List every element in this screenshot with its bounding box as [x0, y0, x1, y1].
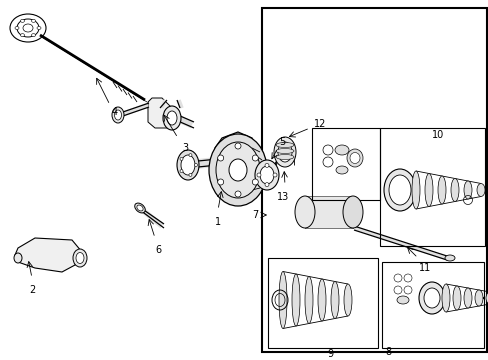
Polygon shape	[213, 132, 260, 200]
Bar	[267, 258, 377, 348]
Ellipse shape	[273, 137, 295, 167]
Ellipse shape	[330, 282, 338, 319]
Ellipse shape	[73, 249, 87, 267]
Ellipse shape	[424, 174, 432, 207]
Ellipse shape	[485, 292, 488, 304]
Ellipse shape	[418, 282, 444, 314]
Text: 3: 3	[182, 143, 188, 153]
Ellipse shape	[305, 276, 312, 324]
Ellipse shape	[177, 150, 199, 180]
Ellipse shape	[334, 145, 348, 155]
Ellipse shape	[346, 149, 362, 167]
Ellipse shape	[252, 179, 258, 185]
Ellipse shape	[135, 203, 145, 213]
Ellipse shape	[294, 196, 314, 228]
Bar	[262, 8, 486, 352]
Ellipse shape	[452, 286, 460, 310]
Ellipse shape	[180, 170, 183, 172]
Ellipse shape	[450, 179, 458, 202]
Ellipse shape	[275, 148, 293, 153]
Ellipse shape	[254, 160, 279, 190]
Ellipse shape	[114, 110, 121, 120]
Ellipse shape	[235, 191, 241, 197]
Ellipse shape	[441, 284, 449, 312]
Ellipse shape	[17, 19, 39, 37]
Ellipse shape	[476, 184, 484, 197]
Ellipse shape	[423, 288, 439, 308]
Ellipse shape	[31, 33, 36, 37]
Text: 10: 10	[431, 130, 443, 140]
Ellipse shape	[14, 253, 22, 263]
Ellipse shape	[275, 154, 293, 159]
Text: 2: 2	[29, 285, 35, 295]
Ellipse shape	[291, 274, 299, 326]
Text: 11: 11	[418, 263, 430, 273]
Ellipse shape	[343, 284, 351, 316]
Ellipse shape	[437, 176, 445, 204]
Ellipse shape	[411, 171, 419, 209]
Ellipse shape	[216, 142, 260, 198]
Text: 8: 8	[384, 347, 390, 357]
Ellipse shape	[349, 153, 359, 163]
Ellipse shape	[112, 107, 124, 123]
Ellipse shape	[76, 252, 84, 264]
Polygon shape	[148, 98, 175, 128]
Ellipse shape	[444, 255, 454, 261]
Bar	[381, 262, 483, 348]
Text: 4: 4	[112, 107, 118, 117]
Ellipse shape	[335, 166, 347, 174]
Bar	[305, 196, 352, 228]
Ellipse shape	[15, 27, 19, 30]
Ellipse shape	[264, 163, 268, 167]
Ellipse shape	[235, 143, 241, 149]
Ellipse shape	[228, 159, 246, 181]
Polygon shape	[15, 238, 82, 272]
Ellipse shape	[180, 157, 183, 161]
Text: 13: 13	[276, 192, 288, 202]
Ellipse shape	[137, 205, 143, 211]
Ellipse shape	[272, 173, 276, 177]
Ellipse shape	[257, 173, 261, 177]
Ellipse shape	[275, 143, 293, 148]
Ellipse shape	[163, 106, 181, 130]
Text: 9: 9	[326, 349, 332, 359]
Ellipse shape	[474, 290, 482, 306]
Ellipse shape	[396, 296, 408, 304]
Ellipse shape	[188, 154, 192, 157]
Ellipse shape	[342, 196, 362, 228]
Bar	[379, 128, 484, 246]
Ellipse shape	[278, 142, 291, 162]
Text: 7: 7	[251, 210, 258, 220]
Ellipse shape	[279, 271, 286, 328]
Ellipse shape	[217, 179, 223, 185]
Text: 5: 5	[278, 137, 285, 147]
Bar	[311, 128, 379, 200]
Ellipse shape	[20, 33, 24, 37]
Text: 1: 1	[215, 217, 221, 227]
Ellipse shape	[383, 169, 415, 211]
Ellipse shape	[264, 183, 268, 186]
Ellipse shape	[194, 163, 197, 166]
Ellipse shape	[463, 181, 471, 199]
Ellipse shape	[252, 155, 258, 161]
Ellipse shape	[260, 166, 273, 184]
Ellipse shape	[188, 174, 192, 176]
Ellipse shape	[388, 175, 410, 205]
Ellipse shape	[181, 155, 195, 175]
Text: 6: 6	[155, 245, 161, 255]
Ellipse shape	[463, 288, 471, 308]
Ellipse shape	[20, 19, 24, 22]
Ellipse shape	[167, 111, 177, 125]
Ellipse shape	[208, 134, 266, 206]
Text: 12: 12	[313, 119, 325, 129]
Ellipse shape	[31, 19, 36, 22]
Ellipse shape	[217, 155, 223, 161]
Ellipse shape	[317, 279, 325, 321]
Ellipse shape	[37, 27, 41, 30]
